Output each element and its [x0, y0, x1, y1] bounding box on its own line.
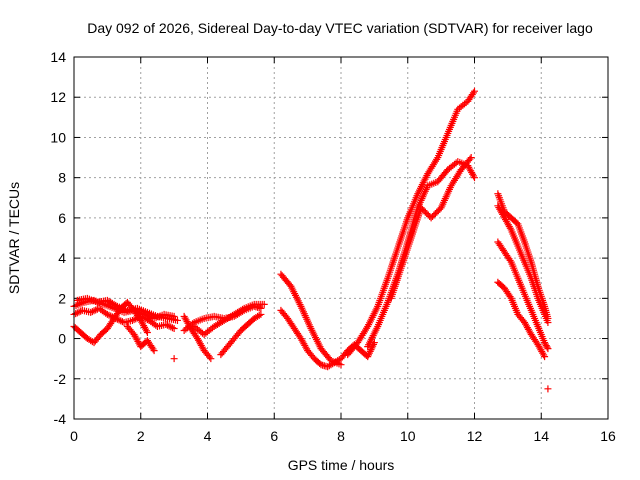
x-tick-label: 6: [270, 428, 278, 444]
data-point: [471, 87, 478, 95]
data-point: [506, 293, 514, 301]
data-point: [540, 351, 548, 359]
data-point: [73, 309, 81, 317]
data-point: [72, 310, 80, 318]
y-tick-labels: -4 -2 0 2 4 6 8 10 12 14: [50, 49, 66, 427]
data-point: [337, 361, 345, 369]
data-point: [165, 322, 173, 330]
data-point: [255, 311, 263, 319]
data-point: [167, 323, 175, 331]
data-point: [506, 224, 514, 232]
data-point: [541, 340, 549, 348]
y-tick-label: 0: [58, 331, 66, 347]
data-point: [142, 327, 150, 335]
data-point: [543, 343, 551, 351]
x-tick-label: 2: [137, 428, 145, 444]
data-point: [471, 174, 478, 182]
y-tick-label: 14: [50, 49, 66, 65]
x-tick-label: 4: [204, 428, 212, 444]
data-point: [143, 329, 151, 337]
data-point: [90, 307, 98, 315]
x-tick-label: 12: [467, 428, 483, 444]
x-axis-label: GPS time / hours: [288, 457, 395, 473]
x-tick-labels: 0 2 4 6 8 10 12 14 16: [70, 428, 616, 444]
y-tick-label: 8: [58, 170, 66, 186]
data-point: [541, 353, 549, 361]
data-point: [541, 339, 549, 347]
data-point: [88, 308, 96, 316]
data-point: [260, 300, 268, 308]
data-point: [142, 315, 150, 323]
y-tick-label: -4: [54, 411, 67, 427]
x-tick-label: 16: [600, 428, 616, 444]
data-point: [206, 353, 214, 361]
data-point: [128, 316, 136, 324]
data-point: [87, 308, 95, 316]
data-point: [544, 345, 552, 353]
y-tick-label: 12: [50, 89, 66, 105]
data-point: [170, 355, 178, 363]
data-point: [469, 89, 477, 97]
y-tick-label: 6: [58, 210, 66, 226]
data-point: [466, 155, 474, 163]
y-tick-label: 10: [50, 129, 66, 145]
data-point: [150, 347, 158, 355]
data-point: [239, 305, 247, 313]
data-point: [207, 355, 215, 363]
data-point: [149, 345, 157, 353]
data-point: [542, 342, 550, 350]
x-tick-label: 8: [337, 428, 345, 444]
y-tick-label: 4: [58, 250, 66, 266]
y-tick-label: 2: [58, 290, 66, 306]
data-point: [316, 359, 324, 367]
data-point: [506, 256, 514, 264]
x-tick-label: 10: [400, 428, 416, 444]
data-point: [115, 316, 123, 324]
data-point: [130, 316, 138, 324]
data-point: [470, 172, 478, 180]
data-point: [88, 338, 96, 346]
data-point: [75, 308, 83, 316]
data-point: [105, 311, 113, 319]
data-point: [103, 310, 111, 318]
x-tick-label: 0: [70, 428, 78, 444]
data-point: [257, 304, 265, 312]
chart-title: Day 092 of 2026, Sidereal Day-to-day VTE…: [87, 20, 593, 36]
data-point: [168, 324, 176, 332]
data-point: [257, 310, 265, 318]
data-point: [112, 301, 120, 309]
data-point: [467, 154, 475, 162]
data-point: [544, 314, 552, 322]
data-points: [70, 87, 552, 393]
data-point: [544, 385, 552, 393]
data-point: [163, 321, 171, 329]
y-tick-label: -2: [54, 371, 67, 387]
plot-frame: [73, 56, 609, 420]
x-tick-label: 14: [533, 428, 549, 444]
data-point: [117, 317, 125, 325]
data-point: [173, 316, 181, 324]
y-axis-label: SDTVAR / TECUs: [6, 182, 22, 294]
data-point: [162, 320, 170, 328]
data-point: [170, 325, 178, 332]
data-point: [152, 321, 160, 329]
